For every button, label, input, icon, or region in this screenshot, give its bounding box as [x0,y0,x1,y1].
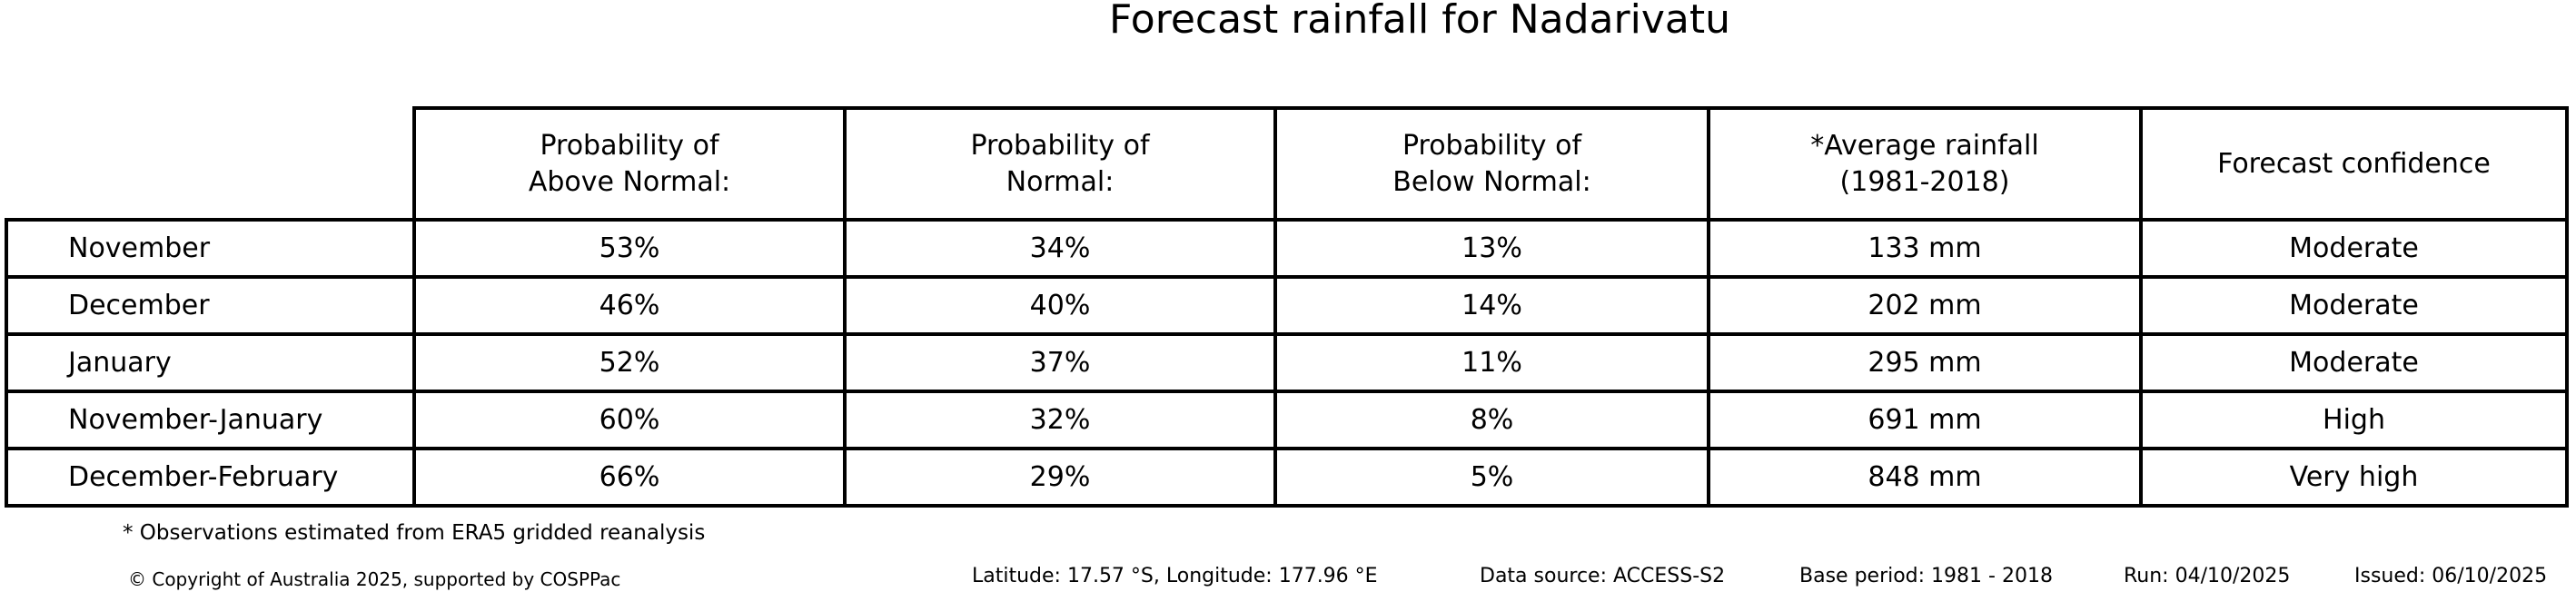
header-row: Probability of Above Normal: Probability… [6,106,2569,222]
cell-above-normal: 53% [412,218,847,279]
table-row-december-february: December-February 66% 29% 5% 848 mm Very… [5,447,2569,508]
cell-average-rainfall: 295 mm [1707,332,2143,393]
row-label: December [5,275,416,336]
cell-average-rainfall: 848 mm [1707,447,2143,508]
corner-cell [6,108,414,220]
data-source-label: Data source: ACCESS-S2 [1480,565,1726,587]
cell-above-normal: 60% [412,390,847,450]
cell-below-normal: 5% [1273,447,1710,508]
cell-average-rainfall: 133 mm [1707,218,2143,279]
page-title: Forecast rainfall for Nadarivatu [1109,0,1730,43]
column-header-normal: Probability of Normal: [843,106,1277,222]
cell-above-normal: 52% [412,332,847,393]
cell-below-normal: 8% [1273,390,1710,450]
column-header-average-rainfall: *Average rainfall (1981-2018) [1707,106,2143,222]
cell-average-rainfall: 202 mm [1707,275,2143,336]
cell-forecast-confidence: High [2139,390,2569,450]
copyright-notice: © Copyright of Australia 2025, supported… [128,568,621,590]
table-row-november-january: November-January 60% 32% 8% 691 mm High [5,390,2569,450]
observations-footnote: * Observations estimated from ERA5 gridd… [123,521,706,545]
cell-below-normal: 13% [1273,218,1710,279]
issued-date-label: Issued: 06/10/2025 [2354,565,2548,587]
column-header-forecast-confidence: Forecast confidence [2139,106,2569,222]
cell-normal: 37% [843,332,1277,393]
row-label: January [5,332,416,393]
cell-forecast-confidence: Moderate [2139,332,2569,393]
cell-below-normal: 14% [1273,275,1710,336]
row-label: December-February [5,447,416,508]
cell-above-normal: 66% [412,447,847,508]
table-row-november: November 53% 34% 13% 133 mm Moderate [5,218,2569,279]
run-date-label: Run: 04/10/2025 [2124,565,2291,587]
rainfall-forecast-table: Probability of Above Normal: Probability… [5,106,2569,508]
column-header-below-normal: Probability of Below Normal: [1273,106,1710,222]
cell-average-rainfall: 691 mm [1707,390,2143,450]
cell-normal: 40% [843,275,1277,336]
cell-forecast-confidence: Moderate [2139,218,2569,279]
cell-normal: 29% [843,447,1277,508]
cell-forecast-confidence: Very high [2139,447,2569,508]
row-label: November-January [5,390,416,450]
base-period-label: Base period: 1981 - 2018 [1799,565,2053,587]
coordinates-label: Latitude: 17.57 °S, Longitude: 177.96 °E [972,565,1378,587]
cell-normal: 32% [843,390,1277,450]
cell-above-normal: 46% [412,275,847,336]
table-row-december: December 46% 40% 14% 202 mm Moderate [5,275,2569,336]
cell-forecast-confidence: Moderate [2139,275,2569,336]
cell-normal: 34% [843,218,1277,279]
table-row-january: January 52% 37% 11% 295 mm Moderate [5,332,2569,393]
column-header-above-normal: Probability of Above Normal: [412,106,847,222]
row-label: November [5,218,416,279]
cell-below-normal: 11% [1273,332,1710,393]
